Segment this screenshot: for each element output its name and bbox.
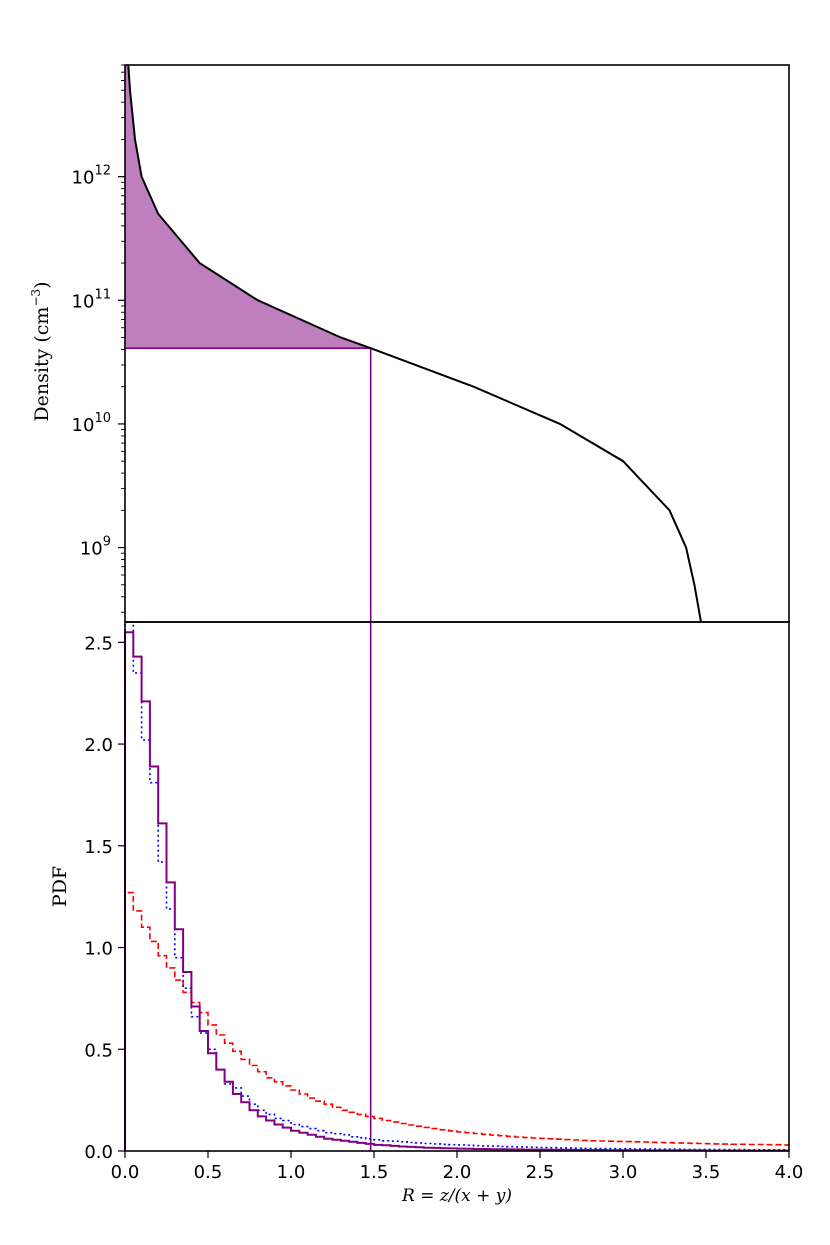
ytick-label: 1010 [72, 411, 111, 436]
ytick-label: 109 [80, 535, 111, 560]
ytick-label: 0.0 [84, 1142, 113, 1163]
bottom-axes-frame [124, 621, 790, 1152]
xtick-label: 0.0 [111, 1162, 140, 1183]
ytick-label: 2.0 [84, 735, 113, 756]
pdf-series-solid [124, 631, 789, 1152]
pdf-series-dashed [124, 891, 789, 1151]
ytick-label: 1.5 [84, 837, 113, 858]
ylabel-density: Density (cm−3) [29, 281, 53, 421]
xtick-label: 0.5 [194, 1162, 223, 1183]
xtick-label: 1.0 [277, 1162, 306, 1183]
ytick-label: 2.5 [84, 633, 113, 654]
xtick-label: 2.5 [526, 1162, 555, 1183]
pdf-series-dotted [124, 621, 789, 1151]
xlabel: R = z/(x + y) [401, 1186, 512, 1206]
density-curve [127, 64, 702, 623]
axes-frames [124, 64, 790, 1152]
ytick-label: 1.0 [84, 939, 113, 960]
pdf-panel: 0.0 0.5 1.0 1.5 2.0 2.5 0.0 0.5 1.0 1.5 2.0 2.5 3.0 3… [49, 621, 804, 1206]
density-panel: 109 1010 1011 1012 Density (cm−3) [29, 64, 702, 623]
ylabel-pdf: PDF [49, 866, 71, 907]
shaded-region [125, 65, 371, 349]
ytick-label: 1012 [72, 164, 111, 189]
ytick-label: 0.5 [84, 1040, 113, 1061]
ytick-label: 1011 [72, 287, 111, 312]
xtick-label: 4.0 [775, 1162, 804, 1183]
xtick-label: 1.5 [360, 1162, 389, 1183]
xtick-label: 2.0 [443, 1162, 472, 1183]
xtick-label: 3.0 [609, 1162, 638, 1183]
xtick-label: 3.5 [692, 1162, 721, 1183]
